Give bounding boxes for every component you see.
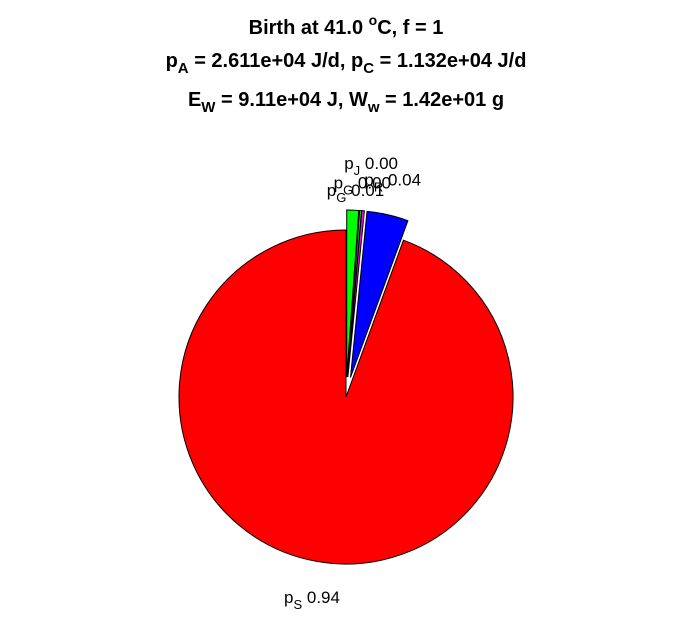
- title-ww-base: W: [349, 89, 368, 111]
- title-pc-base: p: [351, 50, 363, 72]
- slice-label-sub: G: [336, 190, 346, 205]
- title-ew-base: E: [188, 89, 201, 111]
- slice-label-pG: pG 0.01: [327, 181, 384, 205]
- slice-label-sub: J: [354, 163, 361, 178]
- slice-label-value: 0.04: [383, 170, 421, 189]
- title-pc-text: = 1.132e+04 J/d: [374, 50, 526, 72]
- title-line-1: Birth at 41.0 oC, f = 1: [249, 12, 444, 39]
- pie-slices: [178, 209, 514, 565]
- slice-label-sub: G: [343, 183, 353, 198]
- title-line-1-rest: C, f = 1: [377, 17, 443, 39]
- slice-label-pG2: pG 0.00: [334, 174, 391, 198]
- chart-title: Birth at 41.0 oC, f = 1 pA = 2.611e+04 J…: [166, 12, 527, 116]
- title-pa-base: p: [166, 50, 178, 72]
- slice-label-sub: R: [374, 179, 383, 194]
- slice-label-value: 0.94: [302, 588, 340, 607]
- pie-slice-pS: [178, 229, 514, 565]
- title-ww-sub: w: [367, 99, 380, 116]
- title-ww-text: = 1.42e+01 g: [380, 89, 505, 111]
- title-line-2: pA = 2.611e+04 J/d, pC = 1.132e+04 J/d: [166, 50, 527, 77]
- slice-label-base: p: [364, 170, 373, 189]
- title-pc-sub: C: [363, 60, 374, 77]
- title-line-1-sup: o: [369, 12, 378, 28]
- slice-label-base: p: [327, 181, 336, 200]
- slice-label-value: 0.00: [360, 154, 398, 173]
- title-ew-text: = 9.11e+04 J,: [215, 89, 348, 111]
- slice-label-pS: pS 0.94: [284, 588, 340, 612]
- slice-label-value: 0.00: [353, 174, 391, 193]
- title-pa-text: = 2.611e+04 J/d,: [189, 50, 351, 72]
- pie-slice-pG2: [347, 209, 363, 378]
- slice-label-sub: S: [293, 597, 302, 612]
- title-ew-sub: W: [201, 99, 216, 116]
- slice-label-pJ: pJ 0.00: [344, 154, 398, 178]
- slice-label-value: 0.01: [346, 181, 384, 200]
- title-line-1-text: Birth at 41.0: [249, 17, 369, 39]
- slice-label-pR: pR 0.04: [364, 170, 421, 194]
- slice-label-base: p: [344, 154, 353, 173]
- slice-label-base: p: [334, 174, 343, 193]
- title-line-3: EW = 9.11e+04 J, Ww = 1.42e+01 g: [188, 89, 504, 116]
- pie-slice-pG: [346, 209, 360, 378]
- slice-label-base: p: [284, 588, 293, 607]
- pie-slice-pR: [349, 210, 409, 378]
- title-pa-sub: A: [178, 60, 189, 77]
